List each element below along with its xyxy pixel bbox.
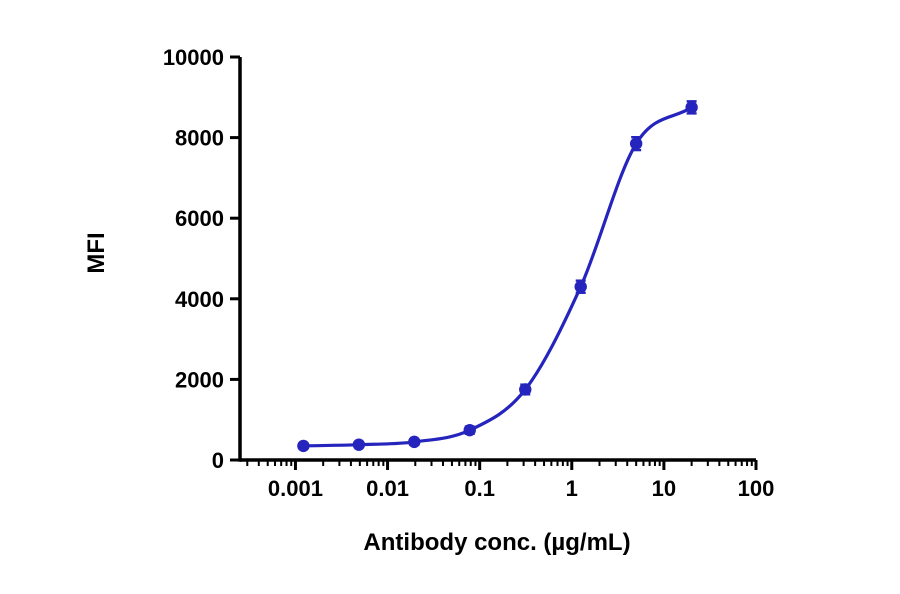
y-tick-label: 10000 bbox=[163, 45, 224, 70]
y-tick-label: 4000 bbox=[175, 287, 224, 312]
x-tick-label: 0.01 bbox=[366, 476, 409, 501]
x-axis-title: Antibody conc. (µg/mL) bbox=[363, 529, 631, 556]
x-tick-label: 10 bbox=[652, 476, 676, 501]
x-tick-label: 1 bbox=[566, 476, 578, 501]
data-point bbox=[629, 137, 643, 150]
data-point bbox=[574, 280, 587, 293]
data-point bbox=[352, 438, 366, 451]
data-point bbox=[685, 101, 698, 114]
y-tick-label: 0 bbox=[212, 448, 224, 473]
y-axis-title: MFI bbox=[83, 232, 110, 274]
x-tick-label: 0.1 bbox=[464, 476, 495, 501]
y-tick-label: 6000 bbox=[175, 206, 224, 231]
data-point bbox=[297, 439, 310, 453]
data-point bbox=[408, 435, 421, 449]
data-point bbox=[463, 423, 476, 437]
data-point bbox=[519, 383, 532, 396]
x-tick-label: 100 bbox=[738, 476, 775, 501]
x-tick-label: 0.001 bbox=[268, 476, 323, 501]
fit-curve bbox=[301, 105, 694, 448]
y-tick-label: 8000 bbox=[175, 126, 224, 151]
y-tick-label: 2000 bbox=[175, 367, 224, 392]
